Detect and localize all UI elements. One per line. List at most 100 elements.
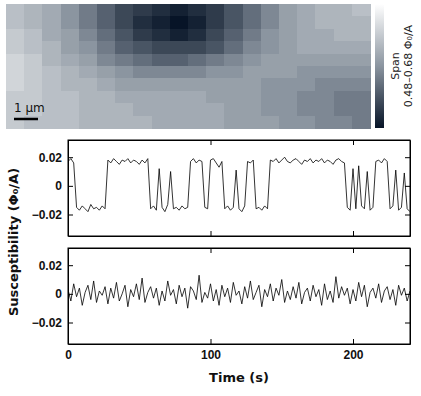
heatmap-cell [315, 16, 334, 29]
heatmap-cell [97, 4, 116, 17]
heatmap-cell [170, 66, 189, 79]
heatmap-cell [115, 16, 134, 29]
tick-mark [68, 186, 73, 187]
tick-label: 100 [201, 348, 221, 362]
heatmap-cell [334, 66, 353, 79]
heatmap-cell [170, 78, 189, 91]
heatmap-cell [315, 54, 334, 67]
heatmap-cell [79, 91, 98, 104]
heatmap-cell [61, 116, 80, 129]
heatmap-cell [97, 103, 116, 116]
tick-mark [353, 339, 354, 344]
heatmap-cell [334, 4, 353, 17]
heatmap-cell [206, 4, 225, 17]
heatmap-cell [97, 116, 116, 129]
heatmap-cell [206, 91, 225, 104]
plot-area [68, 157, 410, 211]
heatmap-cell [261, 103, 280, 116]
tick: 0 [65, 339, 72, 362]
heatmap-cell [97, 29, 116, 42]
heatmap-cell [6, 66, 25, 79]
tick [353, 248, 354, 253]
heatmap-cell [61, 29, 80, 42]
axis: 0.020−0.02 [32, 141, 73, 237]
heatmap-cell [61, 54, 80, 67]
heatmap-cell [42, 91, 61, 104]
heatmap-cell [224, 54, 243, 67]
heatmap-cell [79, 16, 98, 29]
heatmap-cell [6, 54, 25, 67]
tick-mark [211, 140, 212, 145]
tick [405, 323, 410, 324]
heatmap-cell [297, 54, 316, 67]
tick: 0.02 [39, 151, 73, 165]
axis [69, 248, 411, 253]
heatmap-cell [97, 41, 116, 54]
heatmap-cell [24, 116, 43, 129]
tick-mark [211, 231, 212, 236]
heatmap-cell [42, 4, 61, 17]
tick [68, 248, 69, 253]
heatmap-cell [297, 16, 316, 29]
tick [405, 265, 410, 266]
heatmap-cell [6, 4, 25, 17]
heatmap-cell [79, 54, 98, 67]
heatmap-cell [315, 116, 334, 129]
tick [405, 215, 410, 216]
heatmap-cell [279, 41, 298, 54]
tick-label: 0 [55, 287, 62, 301]
tick-mark [68, 231, 69, 236]
heatmap-cell [133, 41, 152, 54]
heatmap-cell [152, 54, 171, 67]
heatmap-cell [115, 41, 134, 54]
heatmap-cell [97, 91, 116, 104]
figure: 1 µmSpan0.48–0.68 Φ₀/A0.020−0.02Suscepti… [0, 0, 421, 396]
heatmap-cell [97, 66, 116, 79]
heatmap-cell [6, 41, 25, 54]
heatmap-cell [261, 29, 280, 42]
axis-line [410, 141, 411, 237]
tick-label: −0.02 [32, 208, 63, 222]
tick-mark [68, 265, 73, 266]
tick-mark [353, 140, 354, 145]
tick-mark [405, 265, 410, 266]
tick-label: 0.02 [39, 151, 63, 165]
tick: 0.02 [39, 259, 73, 273]
tick [405, 186, 410, 187]
heatmap-cell [170, 29, 189, 42]
heatmap-cell [152, 41, 171, 54]
heatmap-cell [152, 103, 171, 116]
heatmap-cell [224, 116, 243, 129]
heatmap-cell [224, 78, 243, 91]
heatmap-cell [115, 103, 134, 116]
heatmap-cell [352, 103, 371, 116]
tick [405, 157, 410, 158]
tick-label: 0.02 [39, 259, 63, 273]
heatmap-cell [206, 41, 225, 54]
heatmap [6, 4, 371, 129]
heatmap-cell [279, 78, 298, 91]
heatmap-cell [206, 103, 225, 116]
heatmap-cell [170, 16, 189, 29]
axis-line [69, 236, 411, 237]
tick: 200 [343, 339, 363, 362]
heatmap-cell [352, 29, 371, 42]
heatmap-cell [261, 16, 280, 29]
heatmap-cell [61, 78, 80, 91]
heatmap-cell [334, 41, 353, 54]
heatmap-cell [152, 78, 171, 91]
heatmap-cell [133, 103, 152, 116]
heatmap-cell [334, 29, 353, 42]
data-line [68, 157, 410, 211]
axis-line [410, 249, 411, 345]
heatmap-cell [24, 78, 43, 91]
heatmap-cell [224, 91, 243, 104]
heatmap-cell [188, 91, 207, 104]
heatmap-cell [206, 78, 225, 91]
heatmap-cell [279, 66, 298, 79]
heatmap-cell [188, 66, 207, 79]
heatmap-cell [224, 66, 243, 79]
colorbar [375, 4, 384, 128]
heatmap-cell [297, 4, 316, 17]
tick [211, 140, 212, 145]
